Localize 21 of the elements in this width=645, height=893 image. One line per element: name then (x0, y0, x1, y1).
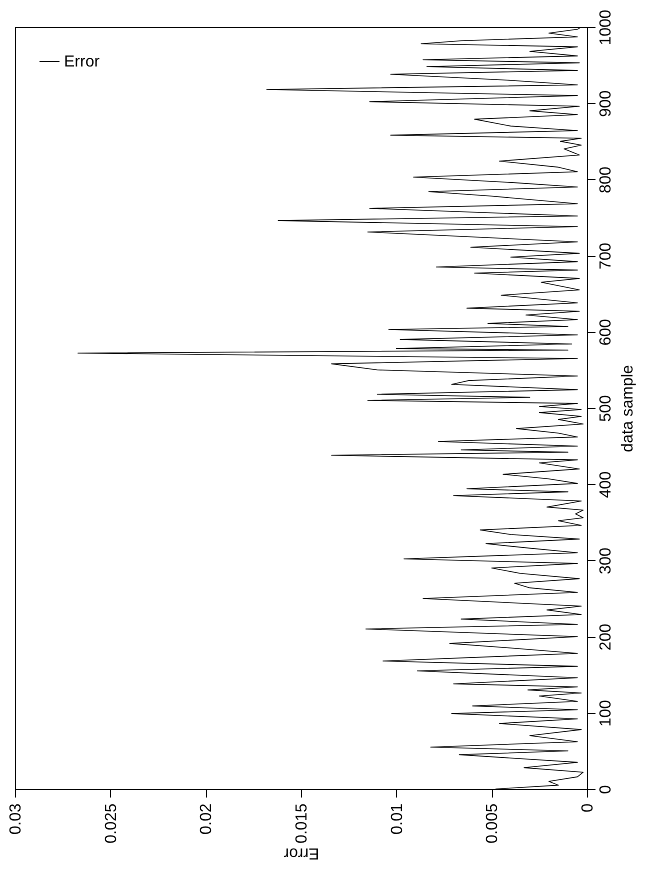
x-tick-label: 0.03 (8, 803, 24, 835)
y-tick-label: 1000 (598, 10, 614, 46)
y-tick-label: 100 (598, 700, 614, 727)
y-tick-label: 700 (598, 242, 614, 270)
x-tick-label: 0.005 (484, 803, 502, 844)
y-tick-label: 400 (598, 471, 614, 498)
y-tick-label: 900 (598, 90, 614, 118)
y-tick-label: 500 (598, 395, 614, 422)
y-tick-label: 600 (598, 318, 614, 346)
y-tick-label: 300 (598, 547, 614, 574)
x-axis-title: Error (283, 844, 320, 862)
x-tick-label: 0 (580, 803, 596, 812)
x-tick-label: 0.02 (198, 803, 216, 835)
y-tick-label: 800 (598, 166, 614, 194)
legend-label: Error (64, 54, 100, 70)
x-tick-label: 0.015 (294, 803, 310, 844)
y-tick-label: 200 (598, 624, 614, 650)
y-tick-label: 0 (598, 784, 614, 794)
x-tick-label: 0.025 (102, 803, 120, 844)
x-tick-label: 0.01 (388, 803, 406, 835)
y-axis-title: data sample (620, 364, 636, 452)
